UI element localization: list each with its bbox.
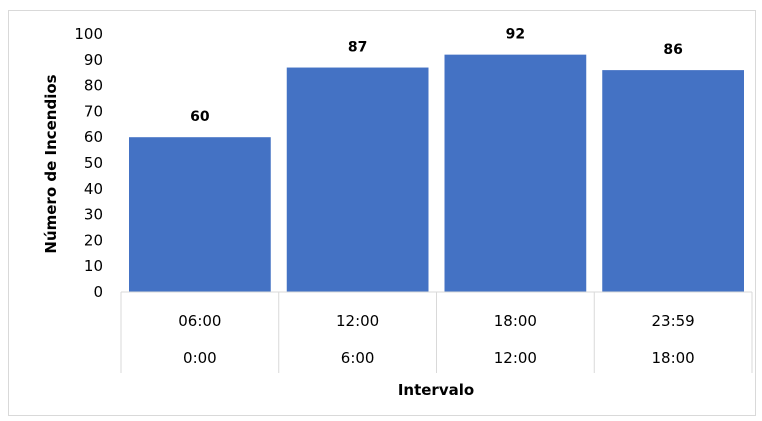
y-tick-label: 40 — [84, 180, 103, 198]
y-tick-label: 50 — [84, 154, 103, 172]
data-label: 86 — [663, 42, 682, 58]
y-axis-ticks: 0 10 20 30 40 50 60 70 80 90 100 — [74, 25, 103, 301]
y-axis-title: Número de Incendios — [42, 74, 60, 253]
category-label-top: 23:59 — [652, 312, 695, 330]
category-label-bottom: 18:00 — [652, 349, 695, 367]
bar — [444, 54, 587, 292]
data-label: 60 — [190, 109, 210, 125]
bar — [286, 67, 429, 292]
category-label-bottom: 0:00 — [183, 349, 217, 367]
y-tick-label: 90 — [84, 51, 103, 69]
data-labels: 60 87 92 86 — [190, 27, 683, 126]
category-label-top: 06:00 — [178, 312, 221, 330]
category-label-top: 18:00 — [494, 312, 537, 330]
y-tick-label: 30 — [84, 206, 103, 224]
data-label: 87 — [348, 40, 367, 56]
y-tick-label: 60 — [84, 128, 103, 146]
x-axis-title: Intervalo — [398, 381, 474, 399]
category-label-bottom: 6:00 — [341, 349, 375, 367]
y-tick-label: 100 — [74, 25, 103, 43]
category-label-top: 12:00 — [336, 312, 379, 330]
y-tick-label: 20 — [84, 231, 103, 249]
y-tick-label: 80 — [84, 77, 103, 95]
y-tick-label: 10 — [84, 257, 103, 275]
y-tick-label: 70 — [84, 102, 103, 120]
y-tick-label: 0 — [93, 283, 103, 301]
category-table: 06:00 0:00 12:00 6:00 18:00 12:00 23:59 18:00 — [120, 291, 753, 373]
bar — [129, 137, 271, 292]
bar — [602, 70, 744, 293]
category-label-bottom: 12:00 — [494, 349, 537, 367]
data-label: 92 — [506, 27, 525, 43]
bars — [129, 54, 744, 293]
